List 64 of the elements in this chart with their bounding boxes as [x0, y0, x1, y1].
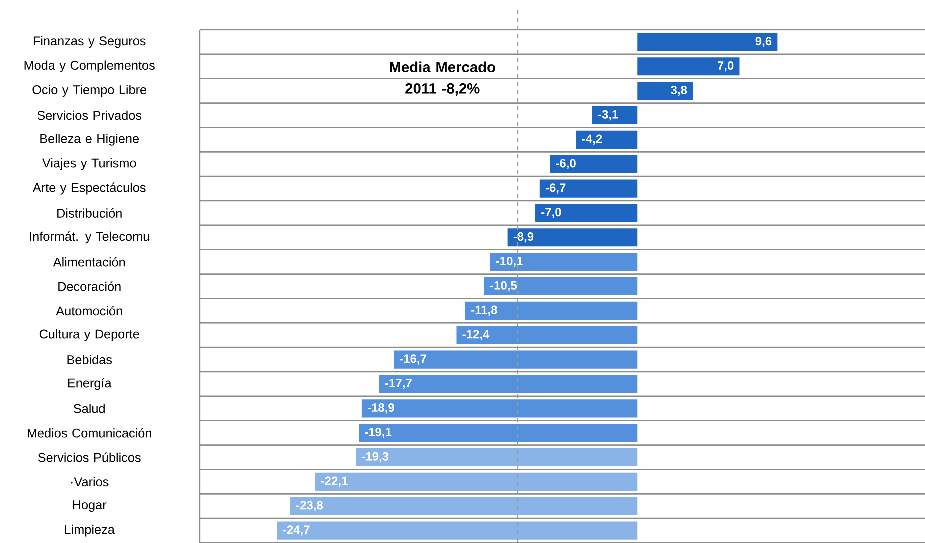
ref-line-label: Media Mercado 2011 -8,2% — [390, 62, 496, 96]
y-tick-label: Arte y Espectáculos — [32, 182, 146, 195]
data-label: -12,4 — [462, 330, 490, 340]
y-tick-label: Automoción — [56, 306, 122, 316]
data-label: -8,9 — [514, 232, 534, 243]
data-label: -24,7 — [283, 526, 310, 536]
y-tick-label: Informát. y Telecomu — [30, 232, 150, 244]
bar — [362, 400, 638, 418]
bar — [466, 302, 638, 320]
bar — [490, 253, 638, 272]
y-tick-label: Servicios Privados — [38, 110, 142, 120]
bar — [540, 180, 638, 198]
y-tick-label: ·Varios — [72, 477, 109, 487]
bar — [456, 326, 638, 344]
bar — [277, 522, 638, 540]
bar — [379, 375, 638, 394]
data-label: -16,7 — [400, 354, 426, 365]
y-tick-label: Decoración — [58, 282, 121, 292]
bar — [484, 277, 638, 296]
y-tick-label: Salud — [74, 404, 105, 414]
bar — [359, 424, 638, 442]
bar — [315, 472, 638, 491]
data-label: -19,1 — [365, 428, 392, 438]
data-label: -23,8 — [296, 501, 324, 512]
data-label: -18,9 — [368, 404, 394, 414]
data-label: -22,1 — [321, 476, 348, 488]
data-label: -10,1 — [496, 256, 523, 268]
data-label: 9,6 — [756, 37, 772, 48]
y-tick-label: Hogar — [73, 500, 107, 512]
data-label: -19,3 — [362, 452, 389, 463]
y-tick-label: Finanzas y Seguros — [34, 36, 146, 48]
bar — [576, 130, 638, 149]
y-tick-label: Cultura y Deporte — [40, 329, 140, 342]
data-label: 3,8 — [671, 86, 688, 96]
y-tick-label: Bebidas — [68, 355, 112, 364]
bar — [536, 204, 638, 222]
data-label: -6,0 — [556, 159, 576, 170]
bar — [638, 82, 694, 100]
bar — [550, 155, 638, 174]
y-tick-label: Viajes y Turismo — [42, 158, 136, 170]
bar — [592, 106, 638, 125]
y-tick-label: Alimentación — [53, 257, 126, 267]
bar — [290, 497, 638, 516]
data-label: 7,0 — [718, 62, 734, 72]
y-tick-label: Distribución — [58, 208, 122, 218]
data-label: -10,5 — [490, 281, 518, 292]
y-tick-label: Energía — [68, 378, 112, 390]
data-label: -6,7 — [546, 184, 566, 194]
bar — [394, 350, 638, 369]
y-tick-label: Medios Comunicación — [28, 428, 152, 438]
y-tick-label: Servicios Públicos — [38, 452, 141, 462]
data-label: -7,0 — [542, 208, 562, 218]
y-tick-label: Belleza e Higiene — [40, 134, 139, 146]
bar — [638, 58, 740, 76]
y-tick-label: Moda y Complementos — [24, 60, 155, 73]
data-label: -17,7 — [385, 379, 412, 390]
bar — [638, 33, 778, 52]
data-label: -3,1 — [598, 110, 618, 121]
y-tick-label: Ocio y Tiempo Libre — [32, 85, 146, 97]
data-label: -4,2 — [582, 134, 602, 146]
bar — [508, 228, 638, 247]
data-label: -11,8 — [472, 306, 498, 316]
bar — [356, 448, 638, 467]
y-tick-label: Limpieza — [65, 524, 115, 537]
